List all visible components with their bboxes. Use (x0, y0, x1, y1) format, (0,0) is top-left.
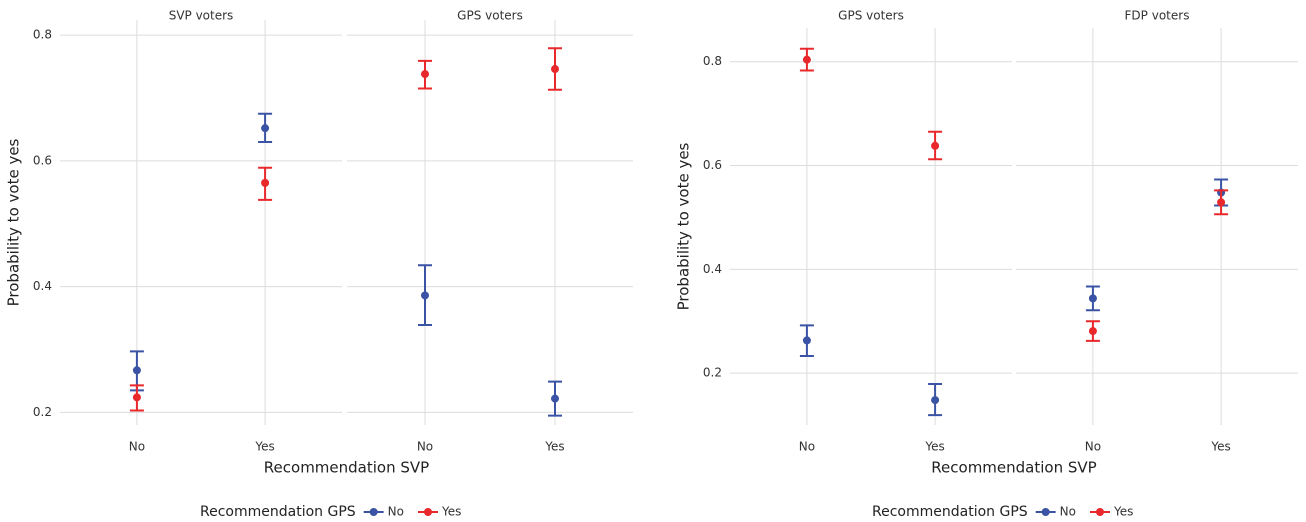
legend-key-point (1095, 508, 1104, 516)
x-tick-label: Yes (254, 440, 274, 454)
y-tick-label: 0.2 (33, 405, 52, 419)
legend-label: Yes (1113, 505, 1133, 519)
point (802, 336, 811, 345)
point (1088, 327, 1097, 336)
x-axis-title: Recommendation SVP (264, 459, 429, 477)
facet-title: FDP voters (1125, 9, 1190, 23)
legend-label: No (388, 505, 404, 519)
x-tick-label: Yes (544, 440, 564, 454)
legend-label: Yes (441, 505, 461, 519)
y-tick-label: 0.8 (33, 28, 52, 42)
point (551, 394, 559, 403)
x-tick-label: No (1085, 440, 1101, 454)
point (1088, 294, 1097, 303)
point (132, 366, 141, 375)
point (261, 178, 270, 187)
point (132, 393, 141, 402)
facet-title: GPS voters (838, 9, 904, 23)
x-tick-label: Yes (1210, 440, 1230, 454)
legend-key-point (369, 508, 378, 516)
legend-title: Recommendation GPS (872, 504, 1028, 520)
y-tick-label: 0.6 (33, 153, 52, 167)
point (421, 70, 429, 79)
point (421, 291, 429, 300)
y-axis-title: Probability to vote yes (5, 138, 23, 306)
point (261, 124, 270, 133)
y-axis-title: Probability to vote yes (675, 142, 693, 310)
y-tick-label: 0.6 (703, 158, 722, 172)
point (551, 65, 559, 74)
legend-key-point (1041, 508, 1050, 516)
y-tick-label: 0.2 (703, 366, 722, 380)
point (1217, 198, 1226, 207)
x-tick-label: Yes (924, 440, 944, 454)
facet-title: GPS voters (457, 9, 523, 23)
point (802, 55, 811, 64)
legend-key-point (423, 508, 432, 516)
point (931, 396, 940, 405)
legend-title: Recommendation GPS (200, 504, 356, 520)
y-tick-label: 0.4 (703, 262, 722, 276)
facet-title: SVP voters (169, 9, 234, 23)
legend-label: No (1060, 505, 1076, 519)
x-tick-label: No (129, 440, 145, 454)
y-tick-label: 0.8 (703, 54, 722, 68)
point (931, 141, 940, 150)
x-tick-label: No (799, 440, 815, 454)
y-tick-label: 0.4 (33, 279, 52, 293)
x-tick-label: No (417, 440, 433, 454)
x-axis-title: Recommendation SVP (931, 459, 1096, 477)
